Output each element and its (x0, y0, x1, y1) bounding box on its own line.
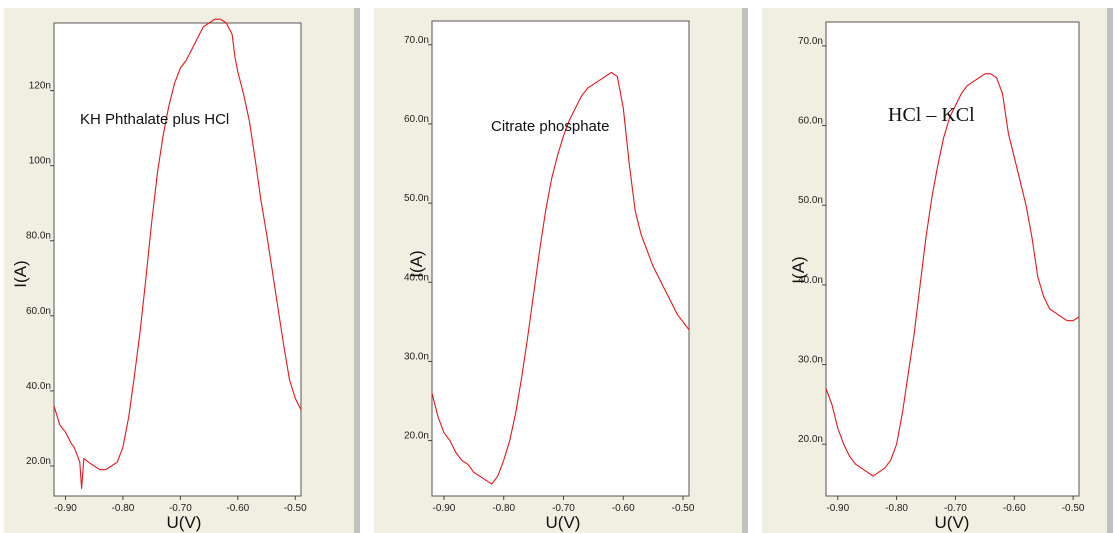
x-tick-label: -0.90 (433, 503, 456, 514)
chart-title: HCl – KCl (888, 104, 975, 126)
x-axis-ticks: -0.90 -0.80 -0.70 -0.60 -0.50 (826, 496, 1085, 514)
x-tick-label: -0.70 (169, 503, 192, 514)
x-axis-label: U(V) (935, 513, 970, 532)
chart-svg-3: 20.0n 30.0n 40.0n 50.0n 60.0n 70.0n -0.90 -0.8… (762, 8, 1113, 533)
x-tick-label: -0.70 (552, 503, 575, 514)
x-tick-label: -0.80 (885, 503, 908, 514)
plot-area (53, 22, 302, 497)
series-layer (431, 71, 690, 485)
x-tick-label: -0.50 (672, 503, 695, 514)
x-tick-label: -0.60 (612, 503, 635, 514)
y-tick-label: 70.0n (798, 36, 823, 47)
y-tick-label: 50.0n (404, 193, 429, 204)
x-tick-label: -0.80 (112, 503, 135, 514)
y-axis-label: I(A) (407, 250, 426, 277)
y-tick-label: 120n (29, 81, 51, 92)
chart-panel-3: 20.0n 30.0n 40.0n 50.0n 60.0n 70.0n -0.90 -0.8… (762, 8, 1115, 533)
x-tick-label: -0.50 (284, 503, 307, 514)
panel-shadow (1107, 8, 1113, 533)
y-tick-label: 20.0n (798, 434, 823, 445)
chart-panel-2: 20.0n 30.0n 40.0n 50.0n 60.0n 70.0n -0.90 -0.8… (374, 8, 752, 533)
y-tick-label: 50.0n (798, 195, 823, 206)
y-tick-label: 70.0n (404, 35, 429, 46)
y-tick-label: 60.0n (404, 114, 429, 125)
x-tick-label: -0.90 (826, 503, 849, 514)
series-layer (53, 18, 302, 490)
y-axis-ticks: 20.0n 30.0n 40.0n 50.0n 60.0n 70.0n (404, 35, 432, 442)
y-tick-label: 40.0n (404, 272, 429, 283)
chart-svg-2: 20.0n 30.0n 40.0n 50.0n 60.0n 70.0n -0.90 -0.8… (374, 8, 748, 533)
x-tick-label: -0.50 (1062, 503, 1085, 514)
series-line (431, 71, 690, 485)
chart-panel-1: 20.0n 40.0n 60.0n 80.0n 100n 120n -0.90 -0.80-… (4, 8, 364, 533)
x-tick-label: -0.80 (492, 503, 515, 514)
y-tick-label: 60.0n (26, 306, 51, 317)
series-line (825, 73, 1080, 477)
x-axis-label: U(V) (167, 513, 202, 532)
plot-area (825, 21, 1080, 497)
series-line (53, 18, 302, 490)
y-axis-ticks: 20.0n 40.0n 60.0n 80.0n 100n 120n (26, 81, 54, 467)
x-tick-label: -0.70 (944, 503, 967, 514)
panel-shadow (354, 8, 360, 533)
y-tick-label: 40.0n (798, 275, 823, 286)
y-tick-label: 80.0n (26, 231, 51, 242)
y-tick-label: 20.0n (26, 456, 51, 467)
chart-title: Citrate phosphate (491, 118, 609, 135)
chart-title: KH Phthalate plus HCl (80, 111, 229, 128)
y-tick-label: 100n (29, 156, 51, 167)
series-layer (825, 73, 1080, 477)
x-axis-ticks: -0.90 -0.80 -0.70 -0.60 -0.50 (54, 496, 307, 514)
panel-shadow (742, 8, 748, 533)
x-tick-label: -0.60 (226, 503, 249, 514)
y-tick-label: 30.0n (798, 355, 823, 366)
y-axis-label: I(A) (11, 260, 30, 287)
x-axis-ticks: -0.90 -0.80 -0.70 -0.60 -0.50 (433, 496, 695, 514)
x-tick-label: -0.90 (54, 503, 77, 514)
y-axis-ticks: 20.0n 30.0n 40.0n 50.0n 60.0n 70.0n (798, 36, 826, 445)
y-tick-label: 20.0n (404, 431, 429, 442)
y-tick-label: 30.0n (404, 351, 429, 362)
x-axis-label: U(V) (546, 513, 581, 532)
y-tick-label: 40.0n (26, 381, 51, 392)
plot-area (431, 20, 690, 497)
y-axis-label: I(A) (789, 256, 808, 283)
y-tick-label: 60.0n (798, 116, 823, 127)
x-tick-label: -0.60 (1003, 503, 1026, 514)
